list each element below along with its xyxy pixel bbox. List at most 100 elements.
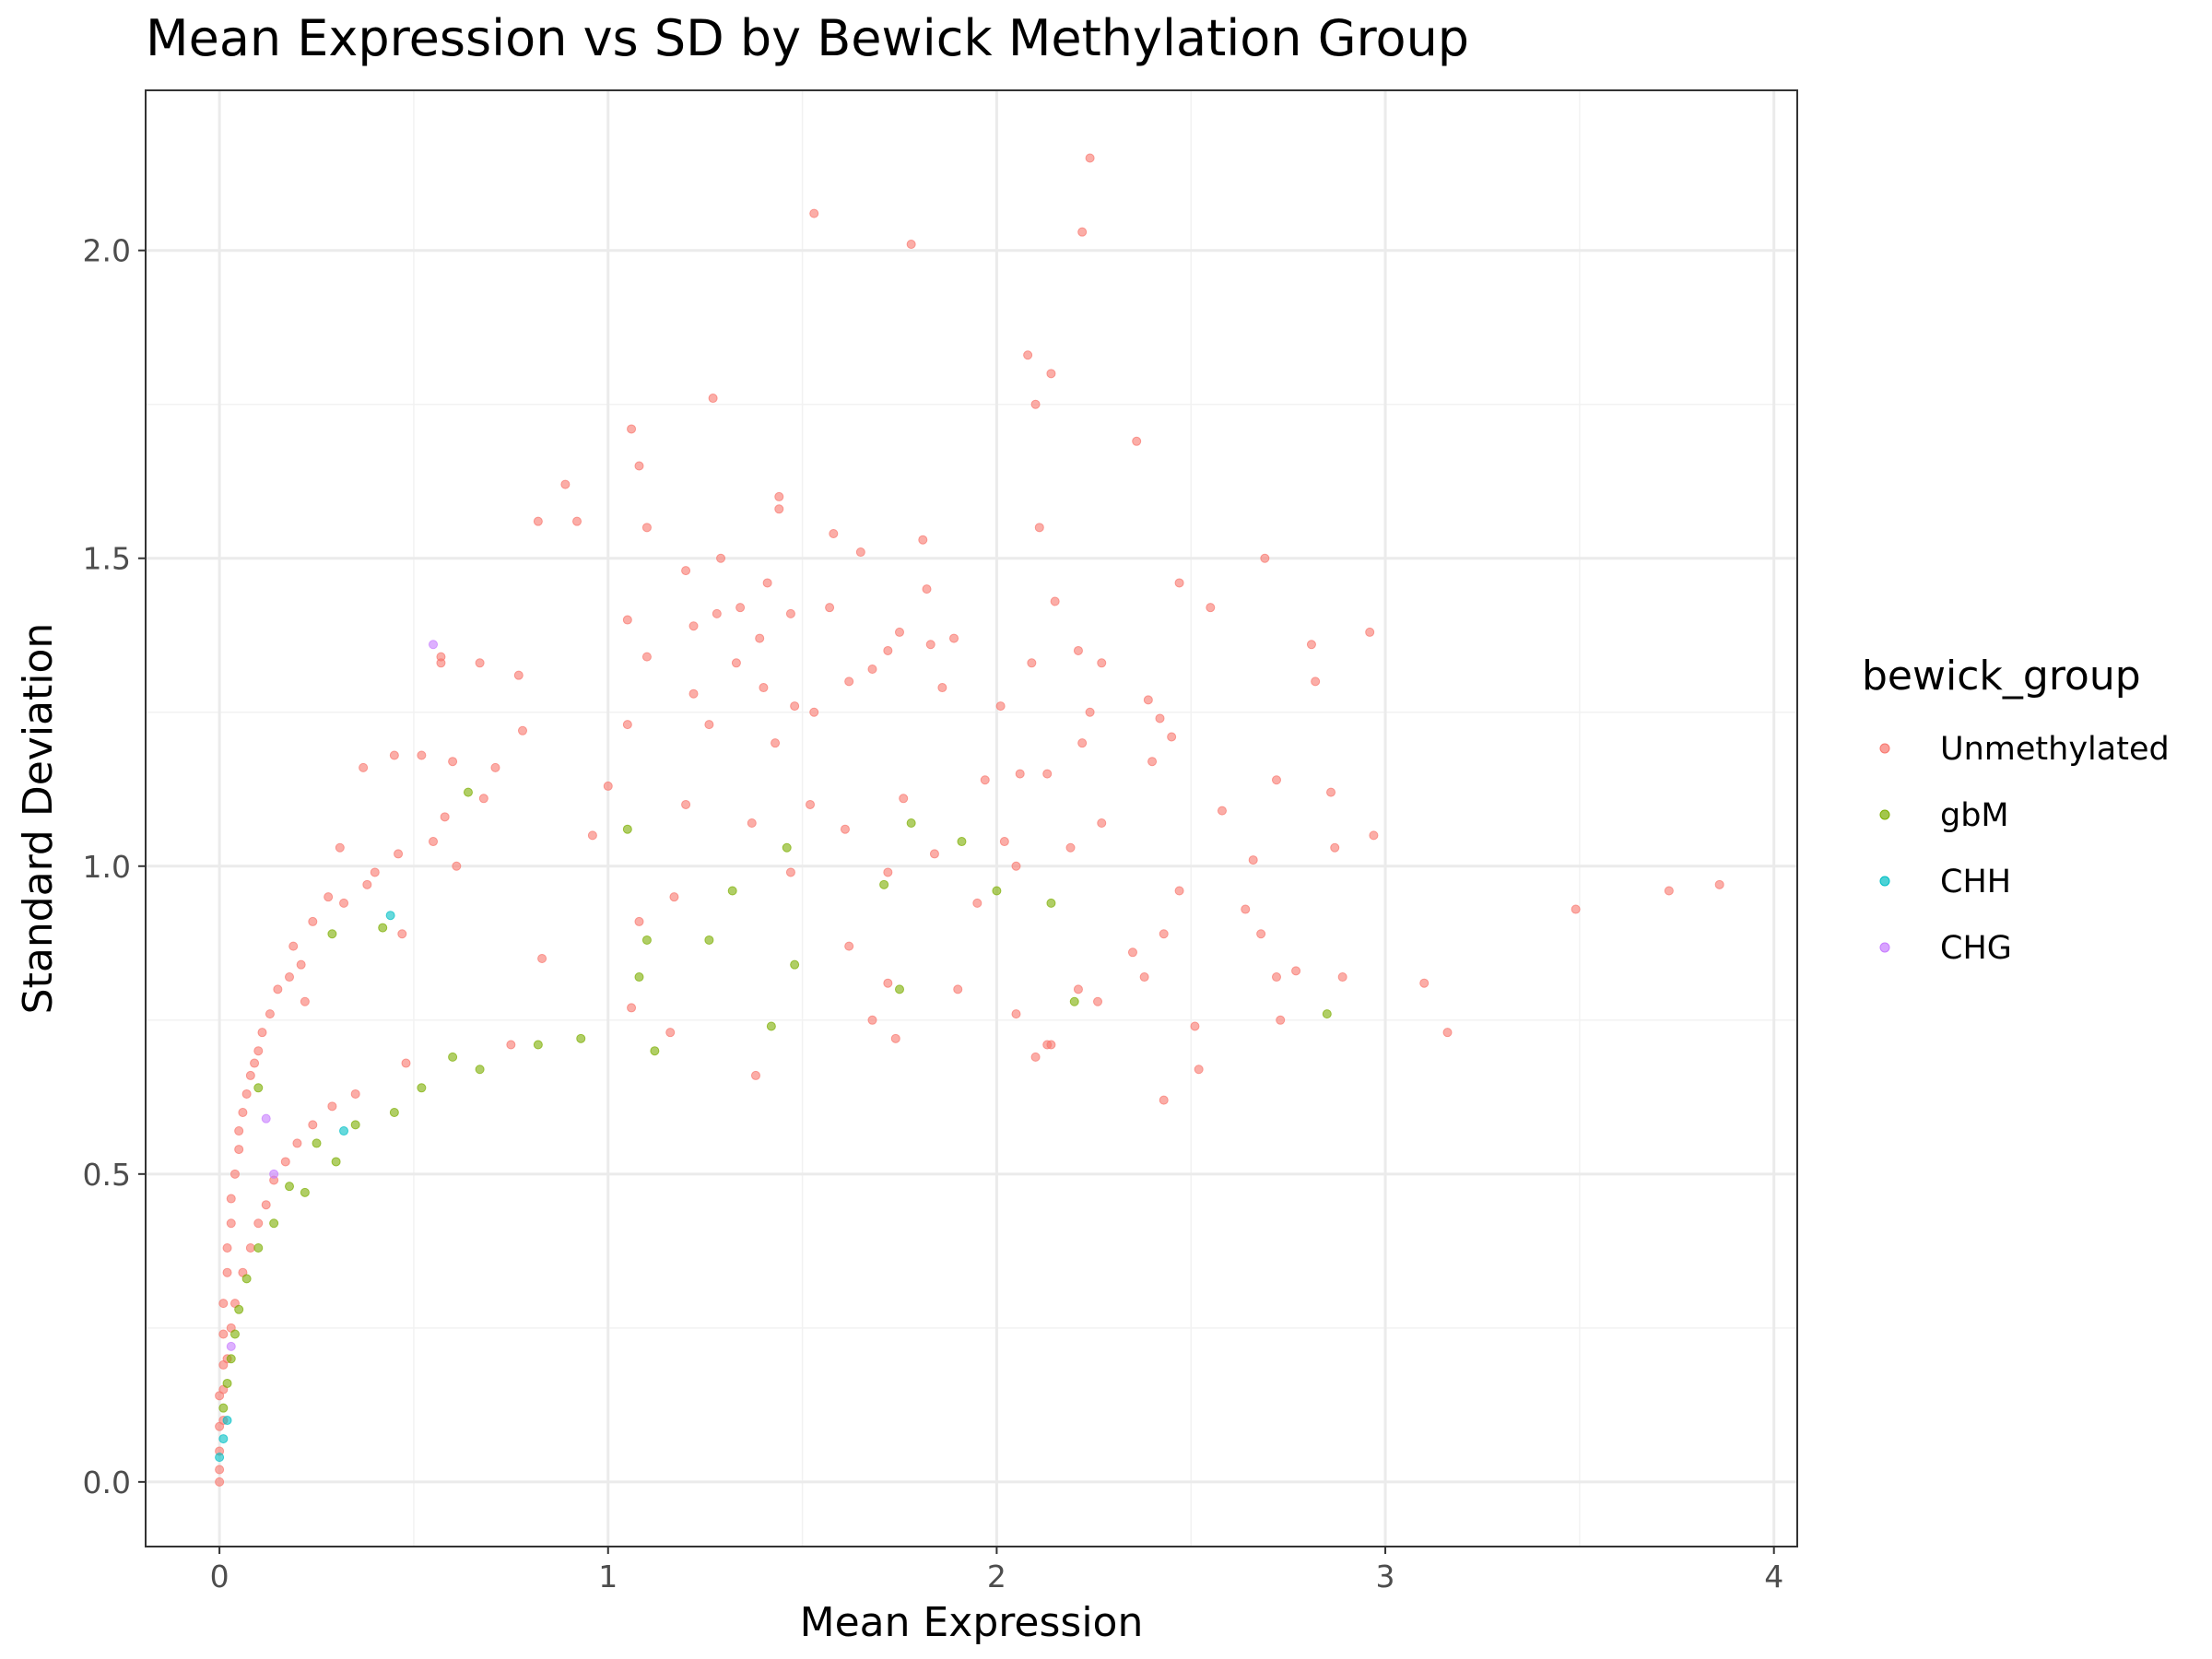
data-point [1330, 842, 1340, 853]
data-point [397, 929, 407, 939]
data-point [312, 1138, 322, 1148]
data-point [241, 1274, 252, 1284]
data-point [1369, 830, 1379, 841]
data-point [1419, 978, 1430, 988]
data-points [215, 153, 1724, 1487]
y-axis-title: Standard Deviation [15, 623, 62, 1015]
data-point [222, 1378, 232, 1388]
data-point [712, 608, 722, 618]
data-point [300, 996, 310, 1006]
data-point [949, 633, 959, 643]
data-point [634, 972, 644, 982]
data-point [572, 516, 582, 526]
data-point [308, 916, 318, 926]
data-point [226, 1341, 236, 1351]
y-tick-label: 2.0 [83, 233, 131, 269]
data-point [953, 984, 963, 994]
data-point [622, 824, 632, 834]
data-point [257, 1028, 267, 1038]
data-point [750, 1070, 760, 1080]
series-gbm [218, 787, 1332, 1413]
data-point [226, 1354, 236, 1364]
data-point [1248, 855, 1258, 865]
data-point [1132, 436, 1142, 446]
x-tick-label: 1 [598, 1559, 618, 1594]
data-point [490, 762, 500, 772]
legend-label: CHG [1940, 930, 2012, 967]
data-point [762, 578, 772, 588]
data-point [627, 1003, 637, 1013]
data-point [218, 1403, 229, 1413]
series-chg [226, 640, 439, 1351]
data-point [774, 504, 784, 514]
data-point [350, 1120, 360, 1130]
data-point [273, 984, 283, 994]
data-point [1027, 658, 1037, 668]
data-point [918, 535, 928, 545]
data-point [1326, 787, 1336, 797]
legend-key [1879, 743, 1890, 754]
data-point [1073, 984, 1083, 994]
legend-label: gbM [1940, 797, 2009, 834]
data-point [1139, 972, 1149, 982]
legend-label: CHH [1940, 864, 2011, 900]
data-point [339, 1126, 349, 1136]
data-point [253, 1242, 264, 1253]
data-point [1042, 1040, 1053, 1050]
data-point [844, 941, 854, 951]
data-point [790, 701, 800, 712]
data-point [980, 775, 990, 785]
data-point [448, 757, 458, 767]
legend-items: Unmethylated gbM CHH CHG [1879, 731, 2170, 967]
legend: bewick_group Unmethylated gbM CHH CHG [1862, 653, 2170, 967]
data-point [1046, 369, 1056, 379]
data-point [1159, 1095, 1169, 1105]
data-point [229, 1329, 240, 1339]
data-point [1260, 553, 1270, 563]
data-point [238, 1108, 248, 1118]
data-point [806, 799, 816, 809]
data-point [688, 621, 699, 631]
data-point [327, 929, 337, 939]
legend-item-unmethylated: Unmethylated [1879, 731, 2170, 768]
data-point [883, 645, 893, 655]
data-point [517, 725, 527, 735]
data-point [1664, 886, 1674, 896]
legend-key [1879, 809, 1890, 820]
data-point [1194, 1065, 1204, 1075]
data-point [389, 750, 399, 760]
data-point [785, 608, 795, 618]
data-point [1206, 603, 1216, 613]
data-point [417, 1083, 427, 1093]
data-point [790, 959, 800, 970]
data-point [883, 867, 893, 877]
data-point [937, 683, 947, 693]
data-point [1256, 929, 1266, 939]
plot-border [145, 89, 1798, 1547]
data-point [1167, 732, 1177, 742]
data-point [972, 898, 982, 908]
data-point [1046, 898, 1056, 908]
data-point [641, 935, 652, 945]
data-point [401, 1058, 411, 1068]
plot-panel [146, 90, 1797, 1547]
data-point [650, 1046, 660, 1056]
data-point [308, 1120, 318, 1130]
data-point [1034, 523, 1044, 533]
data-point [727, 886, 737, 896]
minor-gridlines [146, 90, 1797, 1547]
data-point [1241, 904, 1251, 914]
data-point [218, 1299, 229, 1309]
data-point [879, 879, 889, 889]
data-point [222, 1267, 232, 1277]
data-point [378, 923, 388, 933]
data-point [1442, 1028, 1453, 1038]
major-gridlines [146, 90, 1797, 1547]
y-axis: 0.0 0.5 1.0 1.5 2.0 [83, 233, 146, 1500]
data-point [350, 1088, 360, 1099]
data-point [478, 794, 488, 804]
y-tick-label: 1.5 [83, 541, 131, 577]
data-point [1077, 227, 1088, 237]
data-point [335, 842, 345, 853]
data-point [331, 1157, 341, 1167]
